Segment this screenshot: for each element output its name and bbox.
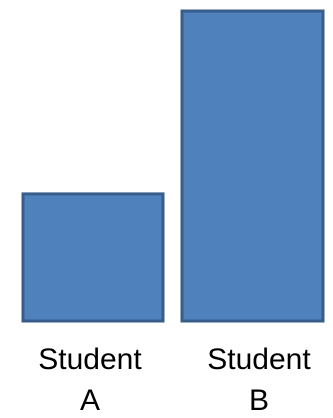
bar-student-b: [180, 9, 325, 323]
category-label-student-a-line1: Student: [38, 343, 142, 376]
bar-student-a: [21, 192, 165, 323]
bars-layer: [21, 9, 325, 323]
category-label-student-b-line2: B: [249, 384, 269, 417]
category-label-student-b-line1: Student: [207, 343, 311, 376]
category-label-student-a-line2: A: [80, 384, 100, 417]
